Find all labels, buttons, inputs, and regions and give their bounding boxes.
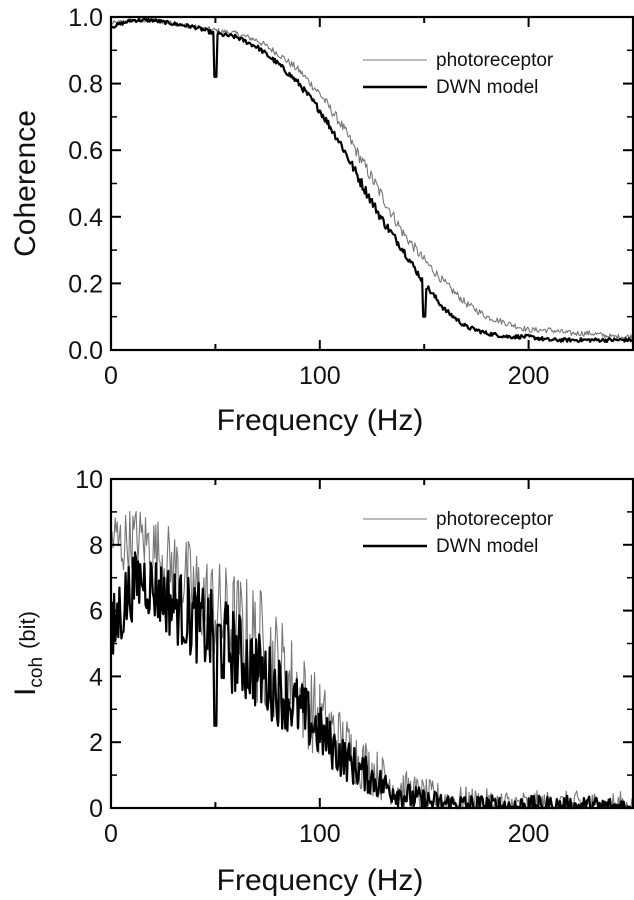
series-line-dwn-model [109, 551, 634, 810]
x-tick-label: 100 [299, 362, 341, 390]
plot-frame [109, 15, 634, 352]
series-line-photoreceptor [110, 17, 634, 340]
y-tick-label: 1.0 [68, 4, 103, 32]
series-line-dwn-model [110, 18, 634, 343]
x-axis-label: Frequency (Hz) [217, 864, 424, 897]
y-axis-label-unit: (bit) [15, 611, 40, 649]
y-axis-label: Icoh (bit) [9, 611, 47, 696]
legend-label: photoreceptor [436, 50, 554, 71]
legend-label: photoreceptor [436, 509, 554, 530]
y-tick-label: 4 [89, 663, 103, 691]
x-tick-label: 0 [104, 820, 118, 848]
y-axis-label-subscript: coh [26, 657, 47, 688]
x-tick-label: 200 [508, 820, 550, 848]
legend: photoreceptor DWN model [363, 509, 554, 557]
y-tick-label: 0.6 [68, 137, 103, 165]
y-tick-label: 0.4 [68, 204, 103, 232]
y-tick-label: 2 [89, 729, 103, 757]
legend-label: DWN model [436, 77, 538, 98]
legend: photoreceptor DWN model [363, 50, 554, 98]
series-line-photoreceptor [110, 510, 634, 809]
y-axis-label-main: I [9, 688, 42, 696]
y-tick-label: 0.2 [68, 270, 103, 298]
y-tick-label: 10 [75, 466, 103, 494]
y-tick-label: 6 [89, 598, 103, 626]
y-tick-label: 0.8 [68, 71, 103, 99]
legend-label: DWN model [436, 536, 538, 557]
x-tick-label: 100 [299, 820, 341, 848]
x-tick-label: 200 [508, 362, 550, 390]
y-axis-label: Coherence [9, 110, 42, 257]
x-tick-label: 0 [104, 362, 118, 390]
y-tick-label: 0.0 [68, 337, 103, 365]
y-tick-label: 8 [89, 532, 103, 560]
panel-top: 0.0 0.2 0.4 0.6 0.8 1.0 0 100 200 Frequency (Hz) C… [9, 4, 634, 437]
y-tick-label: 0 [89, 795, 103, 823]
x-axis-label: Frequency (Hz) [217, 404, 424, 437]
